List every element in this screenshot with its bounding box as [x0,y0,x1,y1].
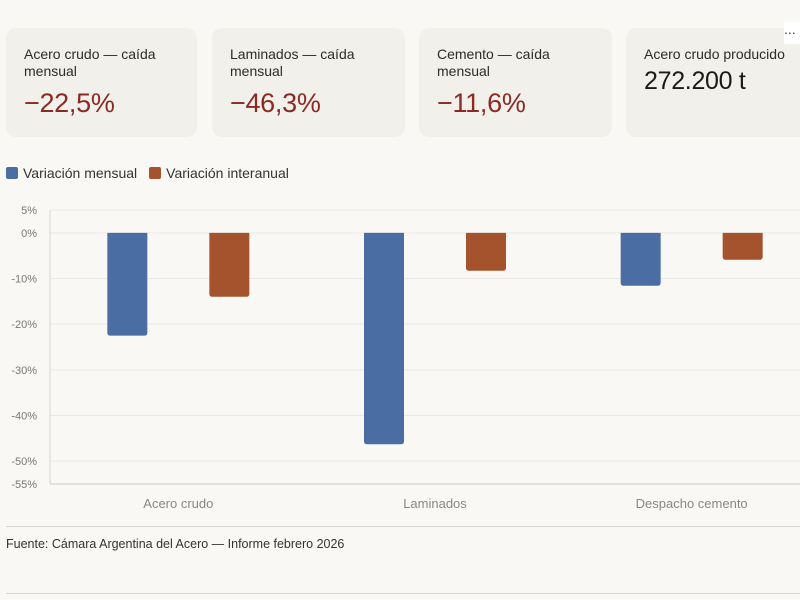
legend-label: Variación mensual [23,165,138,181]
legend-item-mensual[interactable]: Variación mensual [6,165,137,181]
legend-item-interanual[interactable]: Variación interanual [149,165,289,181]
bar-mensual [364,232,404,445]
y-tick-label: -50% [11,456,37,468]
kpi-card-acero: Acero crudo — caída mensual −22,5% [6,28,197,137]
kpi-label: Acero crudo — caída mensual [24,46,156,79]
legend-swatch [149,167,162,179]
kpi-label: Laminados — caída mensual [230,46,355,79]
x-tick-label: Laminados [403,496,467,511]
bar-interanual [466,232,506,271]
bar-mensual [107,232,148,336]
source-note: Fuente: Cámara Argentina del Acero — Inf… [6,537,345,551]
kpi-value: 272.200 t [644,67,746,95]
more-options-button[interactable]: ... [784,22,800,44]
kpi-value: −22,5% [24,88,115,118]
y-tick-label: -20% [11,319,37,331]
y-tick-label: -10% [11,274,37,286]
y-tick-label: -55% [11,479,37,491]
bar-interanual [209,232,250,297]
y-tick-label: -30% [11,365,37,377]
x-tick-label: Despacho cemento [636,496,748,511]
y-tick-label: -40% [11,411,37,423]
kpi-label: Cemento — caída mensual [437,46,550,79]
kpi-label: Acero crudo producido [644,46,785,62]
y-tick-label: 5% [21,205,37,217]
bar-mensual [620,232,661,286]
kpi-card-produccion: Acero crudo producido 272.200 t [626,28,800,137]
divider [6,526,800,527]
divider [6,593,800,594]
kpi-card-laminados: Laminados — caída mensual −46,3% [212,28,405,137]
bar-chart: 5% 0% -10% -20% -30% -40% -50% -55% Acero crudo L… [11,205,800,511]
bar-interanual [722,232,763,260]
chart-legend: Variación mensual Variación interanual [6,165,289,181]
legend-swatch [6,167,18,179]
y-tick-label: 0% [21,228,37,240]
kpi-value: −46,3% [230,88,321,118]
kpi-card-cemento: Cemento — caída mensual −11,6% [419,28,612,137]
x-tick-label: Acero crudo [143,496,213,511]
kpi-value: −11,6% [437,88,526,118]
legend-label: Variación interanual [166,165,289,181]
